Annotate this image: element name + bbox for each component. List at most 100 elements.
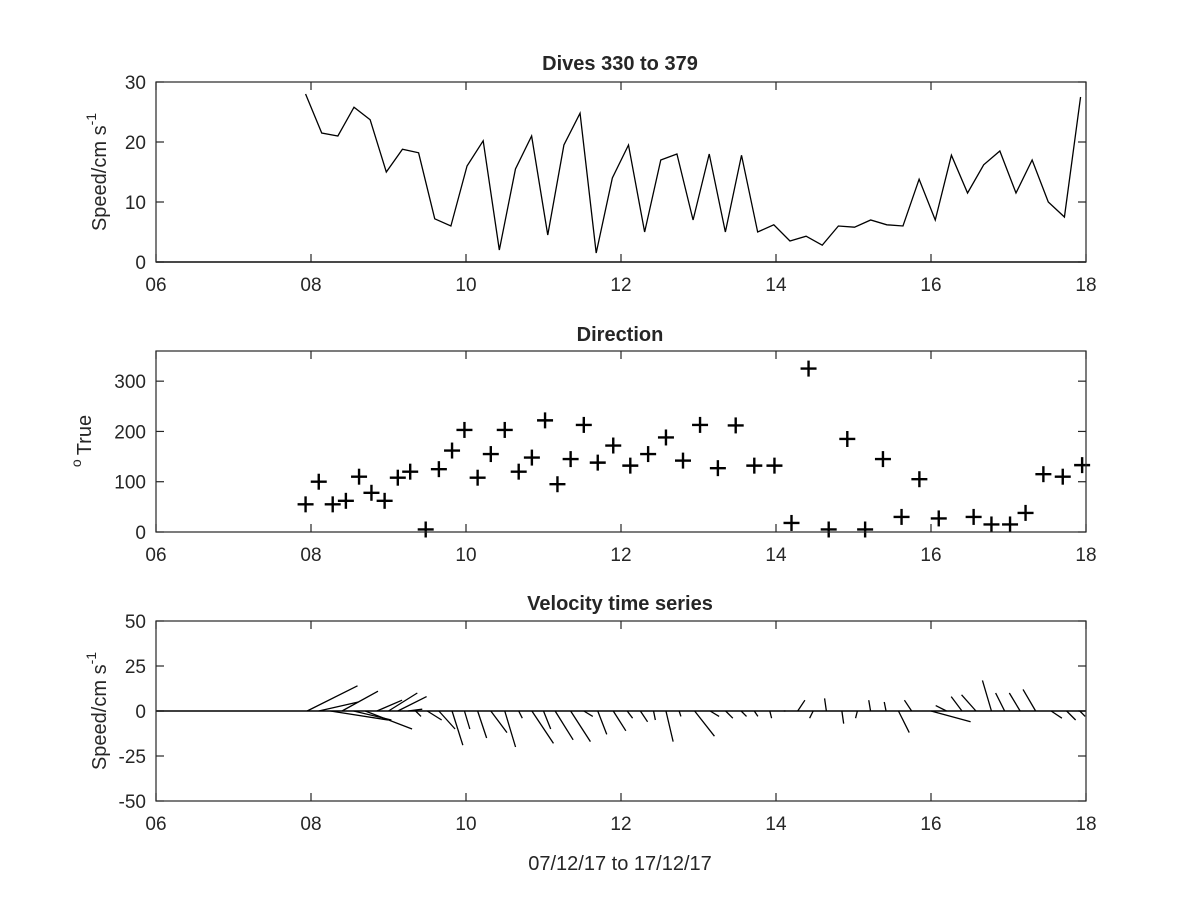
velocity-stick bbox=[639, 710, 649, 723]
x-tick-label: 14 bbox=[765, 545, 787, 566]
y-tick-label: 50 bbox=[125, 612, 146, 633]
velocity-x-ticks: 06 08 10 12 14 16 18 bbox=[145, 621, 1097, 835]
velocity-stick bbox=[897, 710, 910, 733]
velocity-stick bbox=[652, 710, 656, 721]
velocity-stick bbox=[1050, 710, 1063, 719]
y-tick-label: 0 bbox=[135, 523, 146, 544]
velocity-stick bbox=[1066, 710, 1077, 721]
velocity-stick bbox=[1079, 710, 1086, 717]
direction-point bbox=[800, 360, 817, 377]
velocity-stick bbox=[426, 710, 442, 721]
speed-marks bbox=[156, 93, 1086, 263]
x-tick-label: 06 bbox=[145, 814, 166, 835]
direction-point bbox=[469, 469, 486, 486]
velocity-stick bbox=[397, 696, 427, 712]
y-tick-label: 0 bbox=[135, 253, 146, 274]
y-tick-label: 300 bbox=[114, 372, 146, 393]
direction-y-label-sup: o bbox=[68, 459, 84, 467]
y-tick-label: 200 bbox=[114, 422, 146, 443]
direction-point bbox=[523, 449, 540, 466]
velocity-stick bbox=[318, 701, 359, 712]
velocity-stick bbox=[407, 708, 423, 712]
direction-point bbox=[675, 452, 691, 469]
speed-axes-frame bbox=[155, 81, 1087, 263]
velocity-stick bbox=[903, 699, 913, 712]
direction-y-label: oTrue bbox=[68, 415, 96, 467]
speed-line bbox=[304, 93, 1082, 254]
direction-marks bbox=[297, 360, 1091, 538]
direction-point bbox=[537, 412, 554, 429]
velocity-stick bbox=[626, 710, 634, 719]
velocity-stick bbox=[570, 710, 591, 742]
velocity-stick bbox=[388, 692, 418, 712]
velocity-stick bbox=[883, 701, 887, 712]
direction-point bbox=[363, 484, 380, 501]
x-tick-label: 18 bbox=[1075, 275, 1096, 296]
direction-point bbox=[657, 429, 674, 446]
speed-y-label: Speed/cm s-1 bbox=[83, 113, 111, 231]
direction-point bbox=[575, 416, 592, 433]
velocity-stick bbox=[415, 710, 422, 717]
velocity-stick bbox=[365, 710, 413, 730]
direction-point bbox=[589, 454, 606, 471]
velocity-stick bbox=[935, 705, 947, 712]
velocity-stick bbox=[665, 710, 674, 742]
y-tick-label: -50 bbox=[119, 792, 146, 813]
direction-panel: Direction 06 08 10 12 14 16 18 0 100 200 300 oTru… bbox=[68, 324, 1097, 566]
direction-point bbox=[692, 416, 709, 433]
velocity-stick bbox=[490, 710, 508, 733]
direction-point bbox=[310, 473, 327, 490]
direction-point bbox=[376, 492, 393, 509]
direction-point bbox=[911, 471, 928, 488]
direction-axes-frame bbox=[155, 350, 1087, 533]
velocity-stick bbox=[981, 680, 993, 712]
velocity-stick bbox=[306, 685, 358, 712]
x-tick-label: 12 bbox=[610, 545, 631, 566]
velocity-stick bbox=[504, 710, 517, 748]
x-tick-label: 16 bbox=[920, 814, 941, 835]
x-tick-label: 18 bbox=[1075, 545, 1096, 566]
velocity-stick bbox=[1022, 689, 1037, 712]
x-tick-label: 10 bbox=[455, 814, 476, 835]
x-tick-label: 12 bbox=[610, 814, 631, 835]
velocity-stick bbox=[709, 710, 720, 717]
velocity-stick bbox=[769, 710, 773, 719]
direction-point bbox=[389, 469, 406, 486]
x-tick-label: 10 bbox=[455, 275, 476, 296]
direction-point bbox=[351, 468, 368, 485]
velocity-stick bbox=[854, 710, 859, 719]
velocity-stick bbox=[797, 699, 806, 712]
x-tick-label: 14 bbox=[765, 814, 787, 835]
direction-point bbox=[417, 521, 434, 538]
x-tick-label: 14 bbox=[765, 275, 787, 296]
velocity-stick bbox=[612, 710, 627, 732]
y-tick-label: 25 bbox=[125, 657, 146, 678]
direction-point bbox=[324, 496, 341, 513]
velocity-stick bbox=[376, 699, 403, 712]
direction-point bbox=[444, 442, 461, 459]
direction-point bbox=[709, 460, 726, 477]
direction-point bbox=[783, 514, 800, 531]
direction-point bbox=[482, 446, 499, 463]
y-tick-label: 20 bbox=[125, 133, 146, 154]
velocity-marks bbox=[156, 680, 1086, 748]
velocity-stick bbox=[554, 710, 574, 741]
direction-point bbox=[510, 463, 527, 480]
velocity-stick bbox=[809, 710, 814, 719]
velocity-stick bbox=[531, 710, 555, 744]
direction-point bbox=[622, 457, 639, 474]
velocity-stick bbox=[597, 710, 608, 735]
direction-point bbox=[605, 437, 622, 454]
velocity-stick bbox=[678, 710, 682, 717]
direction-title: Direction bbox=[577, 324, 664, 346]
direction-point bbox=[1017, 504, 1034, 521]
direction-point bbox=[746, 457, 763, 474]
velocity-stick bbox=[950, 696, 963, 712]
x-tick-label: 10 bbox=[455, 545, 476, 566]
velocity-stick bbox=[583, 710, 594, 717]
velocity-axes-frame bbox=[155, 620, 1087, 802]
velocity-stick bbox=[740, 710, 747, 717]
direction-point bbox=[297, 496, 314, 513]
speed-y-label-sup: -1 bbox=[83, 113, 99, 126]
